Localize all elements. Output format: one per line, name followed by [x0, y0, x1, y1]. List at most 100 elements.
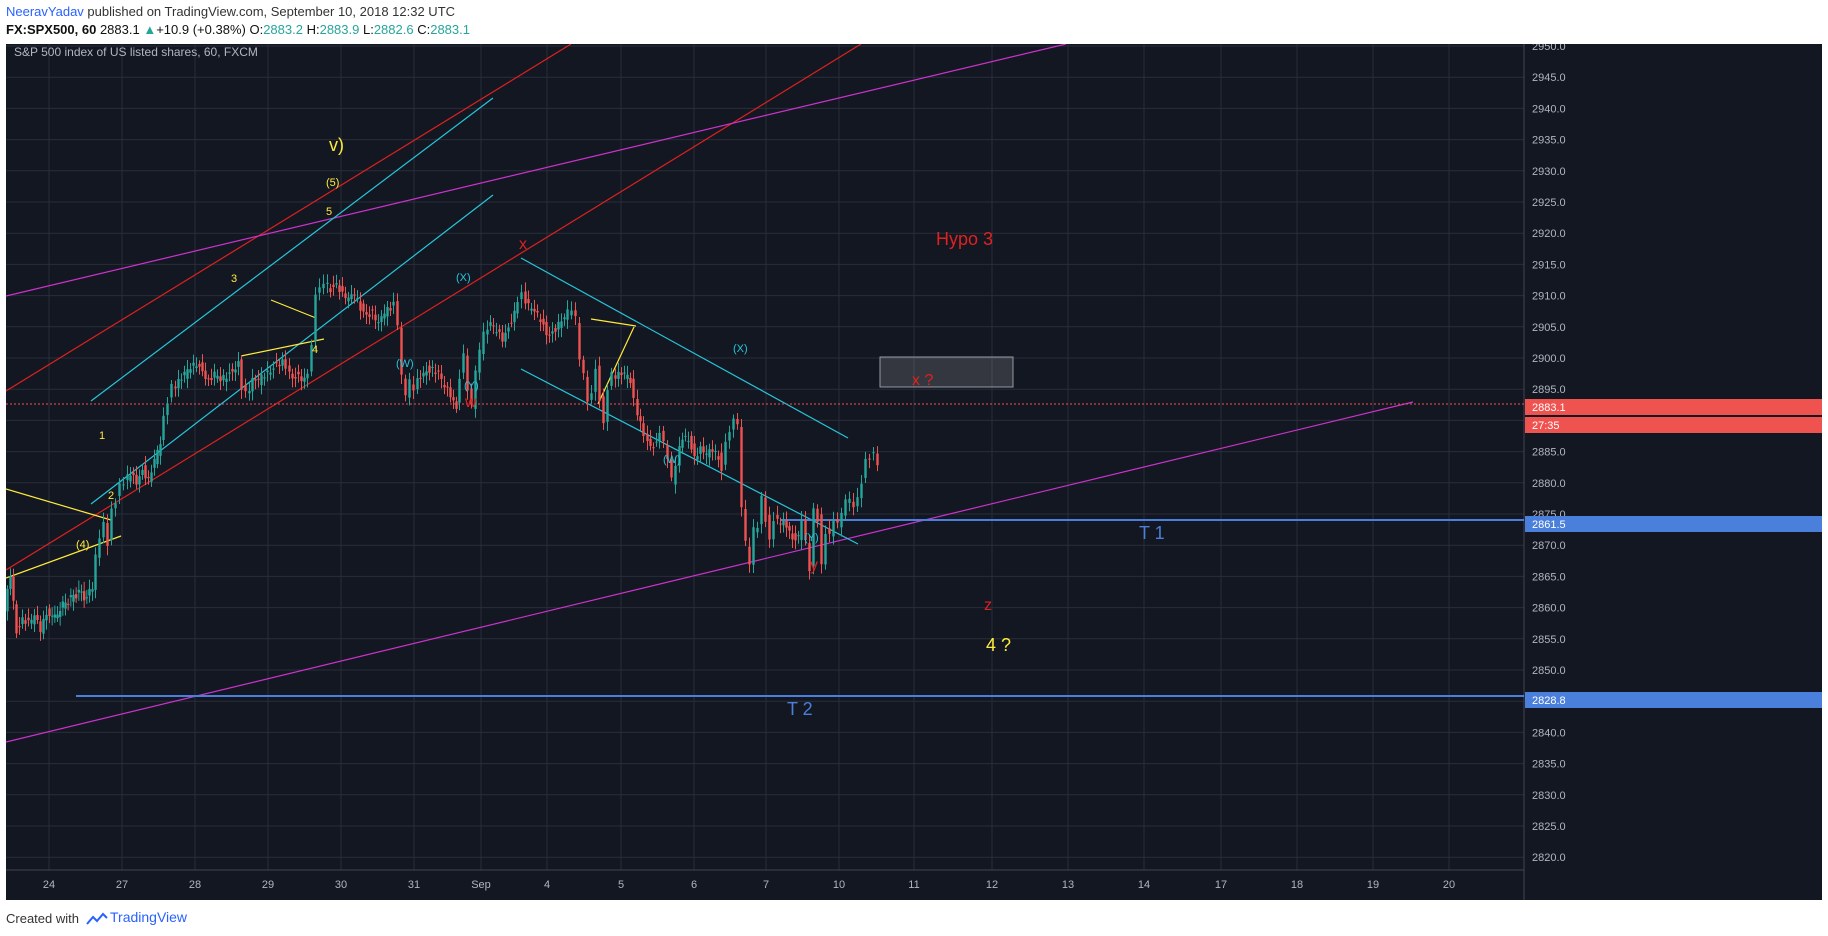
magenta-lower-line[interactable]: [6, 401, 1414, 743]
x-tick-label: Sep: [471, 879, 491, 891]
wave-annotation[interactable]: (X): [456, 272, 471, 284]
candle-body: [300, 376, 303, 382]
wave-annotation[interactable]: (Y): [804, 532, 819, 544]
candle-body: [670, 459, 673, 478]
wave-annotation[interactable]: 4 ?: [986, 635, 1011, 655]
author-link[interactable]: NeeravYadav: [6, 4, 84, 19]
candle-body: [452, 397, 455, 401]
wave-annotation[interactable]: x ?: [912, 372, 933, 389]
candle-body: [868, 458, 871, 460]
wave-annotation[interactable]: (W): [396, 358, 414, 370]
wave-annotation[interactable]: v): [329, 135, 344, 155]
wave-annotation[interactable]: z: [984, 597, 992, 614]
candle-body: [563, 317, 566, 320]
candle-body: [752, 527, 755, 565]
wave-annotation[interactable]: T 1: [1139, 523, 1165, 543]
candle-body: [82, 591, 86, 601]
candle-body: [779, 523, 782, 525]
target-zone-box[interactable]: [879, 356, 1014, 388]
candle-body: [404, 378, 407, 396]
candle-body: [578, 323, 581, 360]
yellow-small-top[interactable]: [590, 318, 637, 327]
candle-body: [808, 543, 811, 572]
up-arrow-icon: ▲: [143, 22, 157, 37]
candle-body: [840, 512, 843, 528]
cyan-down-channel-upper[interactable]: [520, 257, 849, 439]
candle-body: [288, 365, 291, 372]
candle-body: [322, 283, 325, 289]
cyan-channel-upper[interactable]: [90, 97, 494, 402]
wave-annotation[interactable]: (Y): [464, 380, 479, 392]
candle-body: [174, 386, 177, 389]
candle-body: [24, 620, 27, 624]
candle-body: [180, 379, 183, 381]
wave-annotation[interactable]: Hypo 3: [936, 229, 993, 249]
tradingview-logo-icon: [86, 912, 108, 925]
candle-body: [195, 366, 198, 369]
wave-annotation[interactable]: T 2: [787, 699, 813, 719]
x-tick-label: 27: [116, 879, 128, 891]
candle-body: [788, 526, 791, 531]
candle-body: [170, 384, 173, 398]
candle-body: [598, 365, 601, 402]
candle-body: [210, 377, 213, 381]
x-tick-label: 14: [1138, 879, 1150, 891]
candle-body: [440, 373, 443, 379]
candle-body: [498, 329, 501, 332]
magenta-upper-line[interactable]: [6, 44, 1067, 297]
candle-body: [102, 521, 105, 538]
wave-annotation[interactable]: (W): [663, 454, 681, 466]
open-label: O:: [249, 22, 264, 37]
candle-body: [520, 292, 523, 300]
yellow-wedge-top[interactable]: [270, 299, 317, 319]
tradingview-brand[interactable]: TradingView: [110, 909, 188, 925]
wave-annotation[interactable]: (4): [76, 539, 89, 551]
y-tick-label: 2940.0: [1532, 103, 1566, 115]
wave-annotation[interactable]: 3: [231, 273, 237, 285]
candle-body: [590, 393, 593, 400]
candle-body: [797, 535, 800, 537]
candle-body: [416, 378, 419, 390]
candle-body: [341, 286, 344, 292]
candle-body: [132, 472, 135, 476]
wave-annotation[interactable]: w: [464, 394, 477, 411]
price-chart[interactable]: 2950.02945.02940.02935.02930.02925.02920…: [6, 44, 1822, 900]
candle-body: [219, 376, 222, 382]
y-tick-label: 2920.0: [1532, 228, 1566, 240]
candle-body: [446, 386, 449, 388]
wave-annotation[interactable]: 1: [99, 430, 105, 442]
yellow-wedge-bottom[interactable]: [240, 338, 325, 357]
candle-body: [294, 376, 297, 379]
candle-body: [629, 377, 632, 384]
yellow-triangle-top[interactable]: [6, 488, 112, 521]
candle-body: [504, 332, 507, 342]
candle-body: [684, 435, 687, 437]
candle-body: [30, 619, 33, 624]
candle-body: [586, 376, 589, 402]
created-with-text: Created with: [6, 911, 79, 926]
candle-body: [530, 308, 533, 311]
wave-annotation[interactable]: (5): [326, 177, 339, 189]
wave-annotation[interactable]: 5: [326, 206, 332, 218]
wave-annotation[interactable]: 4: [312, 344, 318, 356]
candle-body: [48, 608, 51, 616]
candle-body: [326, 282, 329, 284]
chart-panel[interactable]: 2950.0 2945.0 2940.0 2935.0 2930.0 2925.0 2920…: [6, 44, 1822, 900]
candle-body: [756, 527, 759, 533]
candle-body: [6, 588, 9, 612]
candle-body: [666, 445, 669, 460]
x-tick-label: 4: [544, 879, 550, 891]
wave-annotation[interactable]: (X): [733, 343, 748, 355]
candle-body: [744, 509, 747, 541]
red-channel-upper[interactable]: [6, 44, 572, 392]
candle-body: [513, 310, 516, 323]
wave-annotation[interactable]: 2: [108, 490, 114, 502]
candle-body: [53, 614, 57, 618]
wave-annotation[interactable]: x: [519, 236, 527, 253]
candle-body: [539, 319, 542, 322]
candle-body: [138, 476, 141, 485]
wave-annotation[interactable]: y: [810, 557, 818, 574]
yellow-triangle-bottom[interactable]: [6, 535, 122, 579]
candle-body: [254, 379, 257, 381]
candle-body: [386, 307, 389, 317]
